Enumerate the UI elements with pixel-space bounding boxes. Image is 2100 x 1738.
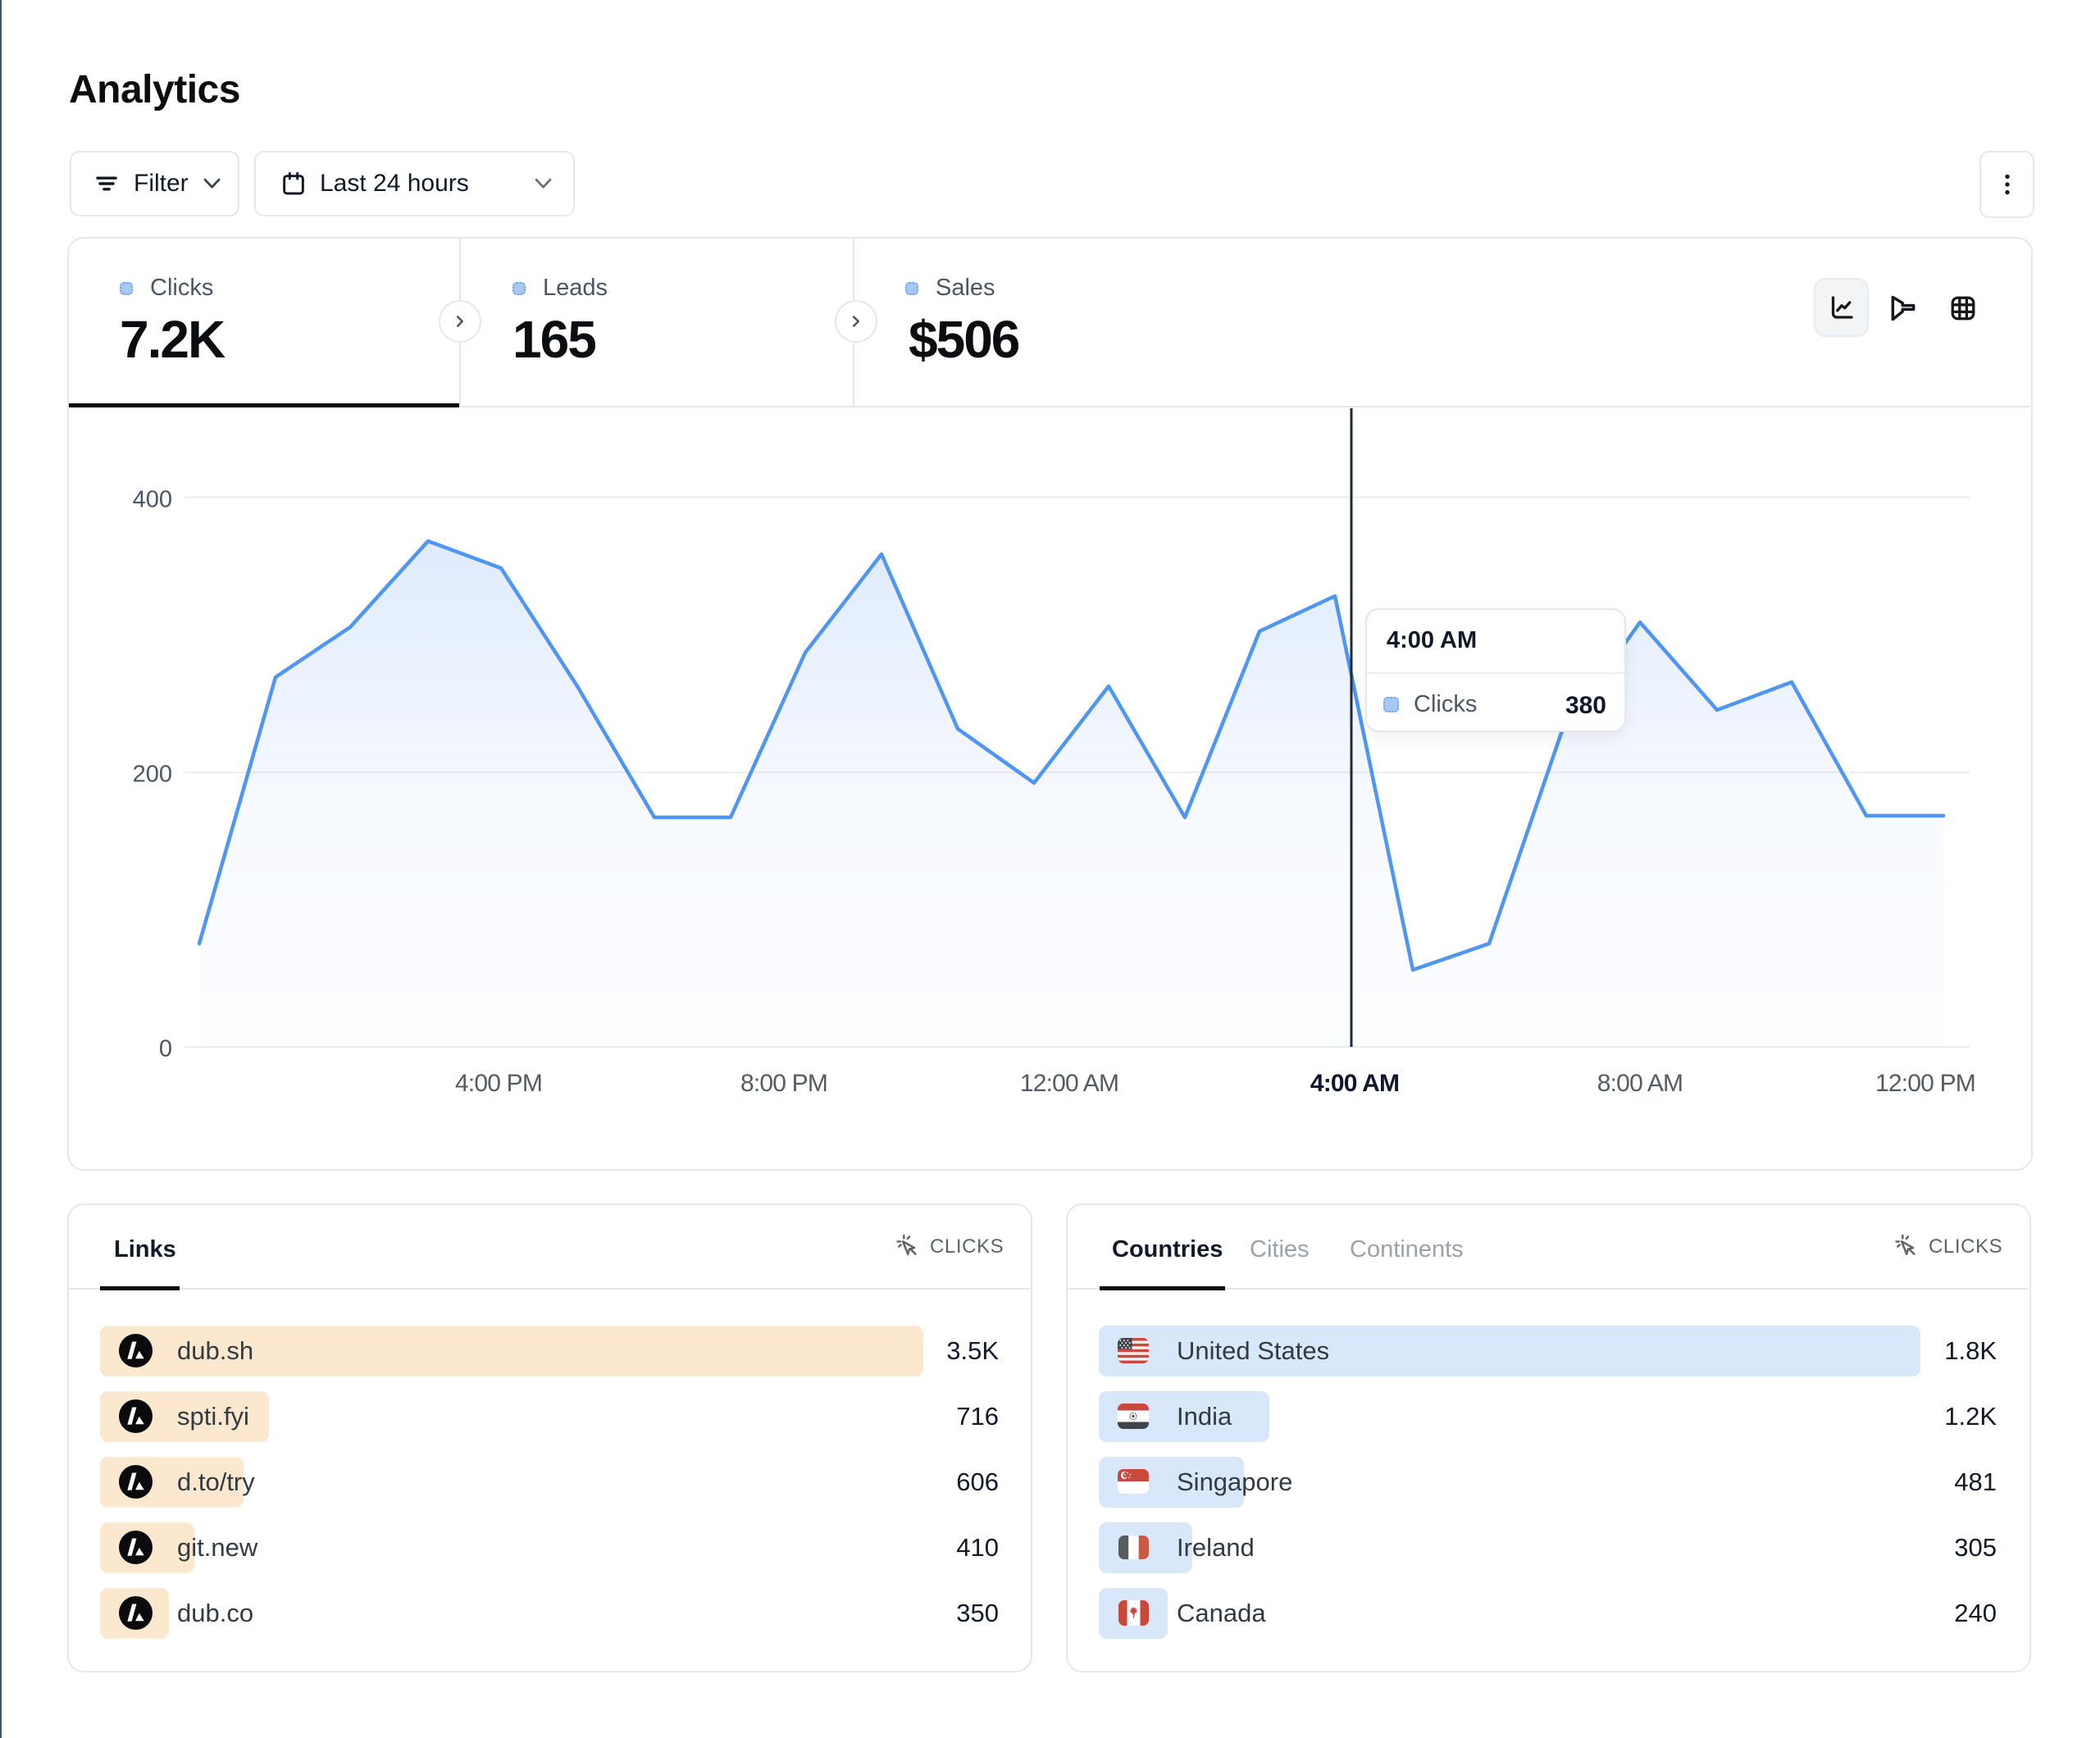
svg-text:12:00 AM: 12:00 AM xyxy=(1020,1070,1118,1097)
svg-text:8:00 AM: 8:00 AM xyxy=(1597,1070,1683,1097)
svg-text:400: 400 xyxy=(133,487,172,513)
svg-text:0: 0 xyxy=(159,1036,172,1062)
svg-text:8:00 PM: 8:00 PM xyxy=(740,1070,827,1097)
svg-text:12:00 PM: 12:00 PM xyxy=(1875,1070,1975,1097)
svg-text:200: 200 xyxy=(133,762,172,788)
svg-text:4:00 AM: 4:00 AM xyxy=(1310,1070,1399,1097)
svg-text:4:00 PM: 4:00 PM xyxy=(455,1070,542,1097)
